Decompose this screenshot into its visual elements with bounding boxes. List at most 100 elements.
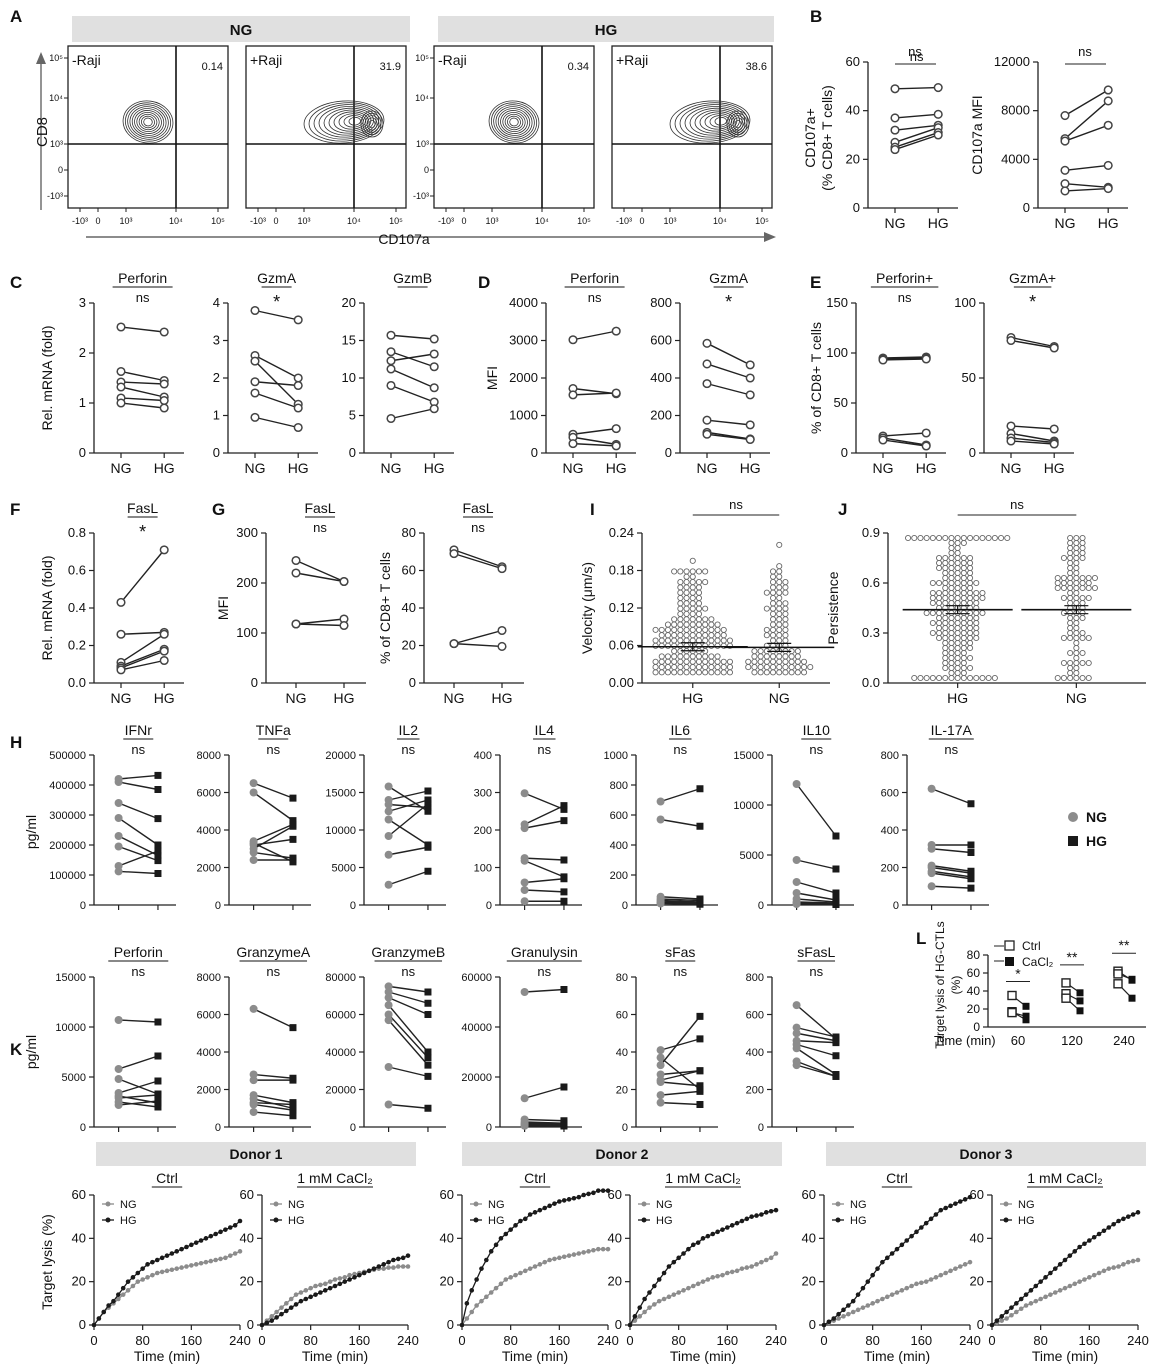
- data-point: [689, 669, 696, 676]
- pair-line: [120, 397, 165, 402]
- y-tick-label: 0: [215, 1122, 221, 1134]
- data-point: [782, 616, 789, 623]
- hg-point: [429, 383, 439, 393]
- y-tick-label: 40: [616, 1047, 628, 1059]
- series-point-hg: [690, 1242, 696, 1248]
- data-point: [763, 658, 770, 665]
- data-point: [998, 534, 1005, 542]
- y-axis-label: MFI: [484, 366, 500, 390]
- x-tick-label: 0: [626, 1333, 633, 1348]
- y-tick-label: 6000: [197, 1010, 221, 1022]
- pair-line: [254, 381, 299, 387]
- data-point: [1067, 599, 1074, 607]
- data-point: [954, 654, 961, 662]
- contour-ring: [669, 100, 751, 144]
- y-tick-label: 0.4: [68, 600, 86, 615]
- data-point: [948, 644, 955, 652]
- hg-point: [293, 373, 303, 383]
- data-point: [954, 644, 961, 652]
- ng-point: [384, 1016, 393, 1025]
- x-axis-label: Time (min): [670, 1348, 736, 1364]
- hg-point: [1103, 120, 1113, 130]
- y-tick-label: 20: [342, 295, 356, 310]
- pair-line: [118, 802, 159, 820]
- y-tick-label: 60000: [461, 972, 492, 984]
- data-point: [702, 642, 709, 649]
- data-point: [658, 664, 665, 671]
- data-point: [695, 616, 703, 623]
- data-point: [763, 589, 770, 596]
- hg-point: [429, 334, 439, 344]
- pair-line: [894, 131, 939, 148]
- data-point: [967, 569, 974, 577]
- y-tick-label: 0.12: [609, 600, 634, 615]
- data-point: [708, 637, 715, 644]
- x-tick-label: HG: [492, 690, 513, 706]
- hg-point: [154, 1018, 162, 1026]
- hg-point: [696, 785, 704, 793]
- pair-line: [388, 846, 429, 856]
- contour-ring: [366, 117, 378, 131]
- pair-line: [660, 898, 700, 902]
- data-point: [954, 624, 961, 632]
- series-point-hg: [154, 1257, 160, 1263]
- data-point: [1073, 594, 1080, 602]
- ng-point: [116, 322, 126, 332]
- series-point-hg: [386, 1259, 391, 1265]
- data-point: [751, 653, 758, 660]
- pair-line: [524, 860, 565, 878]
- contour-ring: [134, 110, 162, 134]
- series-point-ng: [135, 1279, 141, 1284]
- y-tick-label: 0: [409, 675, 416, 690]
- y-tick-label: 0: [349, 445, 356, 460]
- subplot-title: FasL: [304, 500, 335, 516]
- data-point: [929, 589, 936, 597]
- pair-line: [295, 572, 345, 583]
- data-point: [936, 624, 943, 632]
- ng-point: [114, 814, 123, 822]
- hg-point: [289, 1076, 297, 1084]
- series-point-hg: [1009, 1305, 1014, 1310]
- x-tick-label: HG: [928, 215, 949, 231]
- pair-line: [390, 408, 435, 420]
- data-point: [677, 579, 684, 586]
- series-point-ng: [1116, 1264, 1121, 1269]
- hg-point: [967, 869, 975, 877]
- data-point: [788, 669, 795, 676]
- hg-point: [560, 856, 568, 864]
- series-point-hg: [293, 1302, 299, 1307]
- series-point-ng: [647, 1305, 652, 1310]
- y-tick-label: 40: [440, 1230, 454, 1245]
- data-point: [677, 632, 684, 639]
- data-point: [708, 653, 715, 660]
- series-point-ng: [576, 1251, 582, 1256]
- y-axis-label: (%): [949, 976, 963, 995]
- data-point: [1067, 569, 1074, 577]
- subplot-title: 1 mM CaCl₂: [665, 1170, 740, 1186]
- series-point-hg: [1018, 1296, 1024, 1302]
- data-point: [1060, 634, 1067, 642]
- contour-ring: [136, 111, 160, 133]
- ng-point: [114, 832, 123, 840]
- donor-header: [96, 1142, 416, 1166]
- pair-line: [118, 817, 159, 846]
- data-point: [1067, 534, 1074, 542]
- pair-line: [118, 1101, 159, 1108]
- y-axis-label: MFI: [215, 596, 231, 620]
- data-point: [702, 579, 709, 586]
- y-tick-label: 20: [440, 1274, 454, 1289]
- y-tick-label: 5000: [62, 1072, 86, 1084]
- y-tick-label: 10⁵: [415, 53, 429, 63]
- data-point: [745, 664, 752, 671]
- data-point: [664, 637, 672, 644]
- series-point-ng: [889, 1292, 895, 1297]
- pair-line: [118, 774, 159, 780]
- series-point-hg: [581, 1192, 586, 1198]
- series-point-hg: [1101, 1228, 1107, 1234]
- series-point-hg: [919, 1225, 924, 1230]
- pair-line: [254, 354, 299, 379]
- series-line-hg: [823, 1196, 971, 1326]
- y-tick-label: 60: [72, 1187, 86, 1202]
